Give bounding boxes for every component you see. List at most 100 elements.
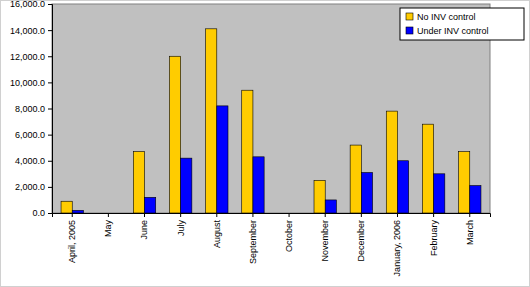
y-tick-mark	[48, 82, 52, 83]
legend-item: Under INV control	[406, 26, 489, 36]
series-bars	[61, 29, 470, 213]
bar	[386, 111, 397, 213]
y-tick-mark	[48, 30, 52, 31]
x-tick-label: April, 2005	[67, 220, 77, 263]
y-tick: 12,000.0	[10, 52, 52, 62]
legend-label: No INV control	[417, 12, 476, 22]
bar	[242, 90, 253, 213]
x-axis-line	[53, 214, 491, 218]
legend-item: No INV control	[406, 12, 476, 22]
x-tick: October	[284, 213, 294, 252]
bar	[314, 180, 325, 213]
bar	[470, 186, 481, 213]
y-tick: 4,000.0	[15, 156, 52, 166]
legend-swatch	[406, 13, 413, 20]
bar	[278, 213, 289, 214]
x-tick: November	[320, 213, 330, 262]
x-tick-mark	[180, 213, 181, 217]
bar	[422, 124, 433, 213]
x-tick: April, 2005	[67, 213, 77, 263]
x-tick: February	[429, 213, 439, 256]
y-tick-label: 0.0	[32, 208, 45, 218]
x-tick: January, 2006	[392, 213, 402, 276]
chart-svg: 0.0 2,000.0 4,000.0 6,000.0 8,000.0 10,000.0 1…	[0, 0, 530, 287]
y-tick: 6,000.0	[15, 130, 52, 140]
y-tick-mark	[48, 161, 52, 162]
plot-group: 0.0 2,000.0 4,000.0 6,000.0 8,000.0 10,000.0 1…	[10, 0, 491, 276]
x-tick: July	[176, 213, 186, 236]
x-tick: May	[103, 213, 113, 237]
legend: No INV control Under INV control	[400, 8, 524, 40]
y-tick-label: 4,000.0	[15, 156, 45, 166]
bar	[206, 29, 217, 213]
x-axis: April, 2005 May June July August September Oct…	[53, 213, 491, 276]
series-bars	[72, 106, 481, 213]
bar	[434, 174, 445, 213]
x-tick-mark	[361, 213, 362, 217]
y-axis-line	[48, 5, 53, 214]
x-tick: March	[465, 213, 475, 245]
y-tick-label: 6,000.0	[15, 130, 45, 140]
x-tick-label: November	[320, 220, 330, 262]
x-tick-mark	[397, 213, 398, 217]
x-tick-label: March	[465, 220, 475, 245]
x-tick-mark	[289, 213, 290, 217]
y-tick-mark	[48, 187, 52, 188]
y-tick-label: 8,000.0	[15, 104, 45, 114]
bar	[145, 197, 156, 213]
x-tick-label: October	[284, 220, 294, 252]
y-tick-mark	[48, 135, 52, 136]
plot-area	[52, 4, 490, 213]
legend-swatch	[406, 27, 413, 34]
bar	[133, 152, 144, 213]
y-tick-mark	[48, 109, 52, 110]
y-tick-label: 10,000.0	[10, 78, 45, 88]
bar	[217, 106, 228, 213]
x-tick: June	[139, 213, 149, 240]
x-tick-mark	[325, 213, 326, 217]
bar	[325, 200, 336, 213]
x-tick-mark	[72, 213, 73, 217]
y-tick: 2,000.0	[15, 182, 52, 192]
legend-box	[400, 8, 524, 40]
bars	[61, 29, 481, 213]
y-tick-label: 14,000.0	[10, 26, 45, 36]
x-tick-label: December	[356, 220, 366, 262]
x-tick-label: February	[429, 220, 439, 257]
x-tick: August	[212, 213, 222, 248]
bar	[361, 173, 372, 213]
x-tick: September	[248, 213, 258, 264]
y-tick-label: 12,000.0	[10, 52, 45, 62]
x-tick-label: June	[139, 220, 149, 240]
y-tick-mark	[48, 56, 52, 57]
bar	[97, 213, 108, 214]
x-tick-label: September	[248, 220, 258, 264]
x-tick: December	[356, 213, 366, 262]
chart-container: 0.0 2,000.0 4,000.0 6,000.0 8,000.0 10,000.0 1…	[0, 0, 530, 287]
bar	[289, 213, 300, 214]
x-tick-mark	[216, 213, 217, 217]
y-tick-mark	[48, 4, 52, 5]
x-tick-label: August	[212, 220, 222, 249]
x-tick-mark	[469, 213, 470, 217]
legend-label: Under INV control	[417, 26, 489, 36]
bar	[459, 152, 470, 213]
x-tick-mark	[108, 213, 109, 217]
bar	[181, 158, 192, 213]
y-tick-label: 16,000.0	[10, 0, 45, 9]
y-tick: 16,000.0	[10, 0, 52, 9]
x-tick-label: May	[103, 220, 113, 238]
x-tick-label: July	[176, 220, 186, 237]
bar	[108, 213, 119, 214]
y-tick-mark	[48, 213, 52, 214]
bar	[72, 210, 83, 213]
x-tick-mark	[144, 213, 145, 217]
bar	[350, 145, 361, 213]
y-tick: 10,000.0	[10, 78, 52, 88]
y-tick-label: 2,000.0	[15, 182, 45, 192]
y-tick: 8,000.0	[15, 104, 52, 114]
y-axis: 0.0 2,000.0 4,000.0 6,000.0 8,000.0 10,000.0 1…	[10, 0, 53, 218]
chart-background	[1, 1, 530, 287]
bar	[397, 161, 408, 213]
y-tick: 0.0	[32, 208, 52, 218]
